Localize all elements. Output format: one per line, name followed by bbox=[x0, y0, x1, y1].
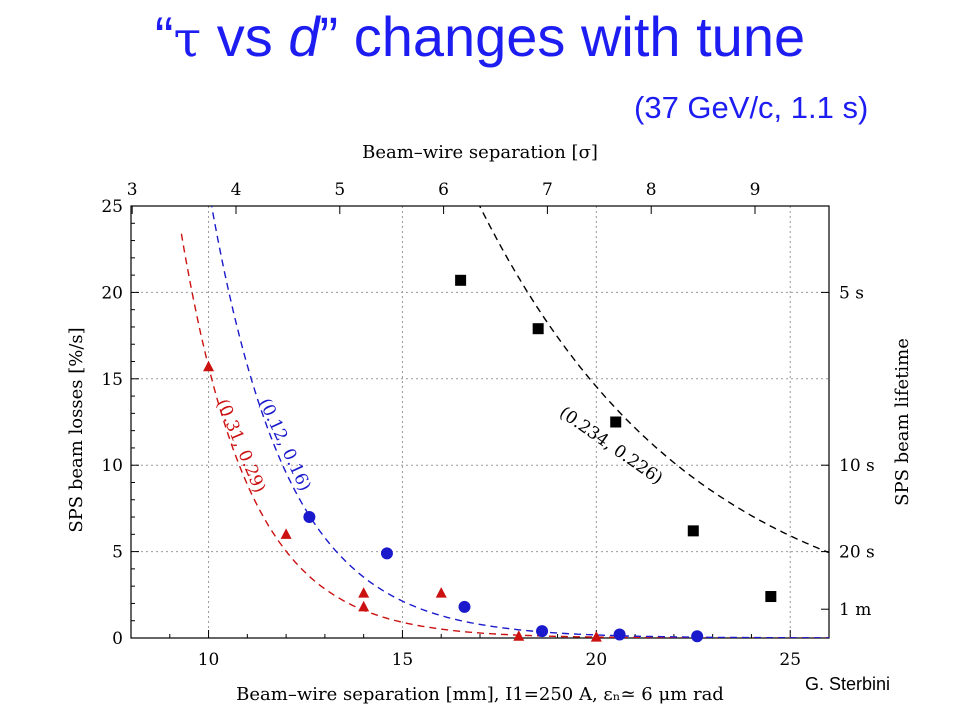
x2-tick-label: 9 bbox=[750, 180, 761, 200]
fit-curve bbox=[478, 206, 829, 554]
triangle-point bbox=[590, 631, 602, 642]
curve-annotations: (0.31, 0.29)(0.12, 0.16) (0.234, 0.226) bbox=[212, 395, 666, 495]
triangle-point bbox=[513, 630, 525, 641]
circle-point bbox=[691, 630, 704, 643]
triangle-point bbox=[358, 600, 370, 612]
curve-annotation: (0.234, 0.226) bbox=[555, 403, 666, 489]
x2-tick-label: 7 bbox=[542, 180, 553, 200]
square-point bbox=[687, 525, 699, 537]
square-point bbox=[610, 416, 622, 428]
x2-tick-label: 3 bbox=[127, 180, 138, 200]
x-tick-label: 25 bbox=[779, 650, 801, 670]
square-point bbox=[765, 591, 777, 603]
y2-tick-label: 1 m bbox=[839, 600, 871, 620]
circle-point bbox=[303, 511, 316, 524]
x-tick-label: 20 bbox=[586, 650, 608, 670]
y2-tick-label: 20 s bbox=[839, 543, 875, 563]
title-tau: τ bbox=[173, 10, 202, 68]
y-axis-title: SPS beam losses [%/s] bbox=[66, 327, 87, 532]
y-tick-label: 5 bbox=[112, 543, 123, 563]
grid-lines bbox=[131, 206, 829, 638]
triangle-point bbox=[203, 360, 215, 372]
y2-tick-label: 10 s bbox=[839, 456, 875, 476]
title-rest: ” changes with tune bbox=[319, 5, 806, 68]
x2-tick-label: 8 bbox=[646, 180, 657, 200]
y-tick-label: 20 bbox=[101, 283, 123, 303]
y-tick-label: 25 bbox=[101, 197, 123, 217]
triangle-point bbox=[280, 528, 292, 539]
x2-axis-title: Beam–wire separation [σ] bbox=[362, 142, 598, 163]
slide-title: “τ vs d” changes with tune bbox=[0, 4, 960, 69]
y2-axis-title: SPS beam lifetime bbox=[892, 338, 913, 506]
x-axis-title: Beam–wire separation [mm], I1=250 A, εₙ≃… bbox=[236, 684, 724, 705]
slide-subtitle: (37 GeV/c, 1.1 s) bbox=[634, 90, 869, 125]
y2-tick-label: 5 s bbox=[839, 283, 864, 303]
x2-tick-label: 4 bbox=[231, 180, 242, 200]
y-tick-label: 10 bbox=[101, 456, 123, 476]
square-point bbox=[455, 274, 467, 286]
x-tick-label: 15 bbox=[392, 650, 414, 670]
title-open-quote: “ bbox=[154, 5, 174, 68]
title-d: d bbox=[288, 5, 320, 68]
circle-point bbox=[536, 625, 549, 638]
fit-curve bbox=[210, 206, 829, 638]
y-tick-label: 0 bbox=[112, 629, 123, 649]
data-points bbox=[203, 274, 777, 643]
fit-curves bbox=[180, 206, 829, 638]
circle-point bbox=[613, 628, 626, 641]
author-credit: G. Sterbini bbox=[805, 674, 891, 694]
triangle-point bbox=[358, 587, 370, 598]
circle-point bbox=[458, 600, 471, 613]
circle-point bbox=[380, 547, 393, 560]
title-vs: vs bbox=[201, 5, 289, 68]
y-tick-label: 15 bbox=[101, 370, 123, 390]
triangle-point bbox=[435, 587, 447, 598]
square-point bbox=[532, 323, 544, 335]
x2-tick-label: 6 bbox=[438, 180, 449, 200]
x2-tick-label: 5 bbox=[334, 180, 345, 200]
x-tick-label: 10 bbox=[198, 650, 220, 670]
